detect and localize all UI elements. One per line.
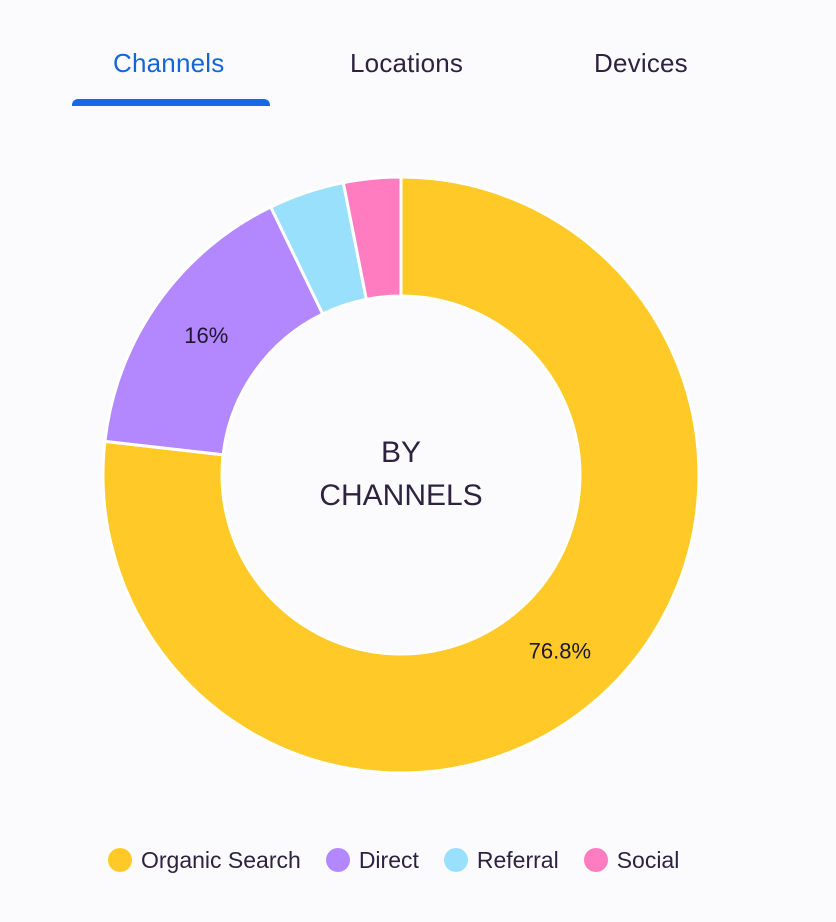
legend-item-social[interactable]: Social <box>583 847 679 874</box>
legend-item-organic-search[interactable]: Organic Search <box>108 847 301 874</box>
legend-dot-icon <box>443 848 468 872</box>
slice-organic-search[interactable] <box>101 175 701 775</box>
tab-locations[interactable]: Locations <box>350 48 464 78</box>
legend-item-direct[interactable]: Direct <box>325 847 419 874</box>
legend-dot-icon <box>583 848 608 872</box>
slice-social[interactable] <box>341 175 403 302</box>
slice-value-label: 16% <box>184 323 228 348</box>
center-label-line2: CHANNELS <box>319 479 483 512</box>
slice-value-label: 76.8% <box>529 639 591 664</box>
legend-dot-icon <box>108 848 132 872</box>
active-tab-indicator <box>72 99 270 106</box>
center-label-line1: BY <box>380 436 422 469</box>
chart-legend: Organic Search Direct Referral Social <box>108 845 704 875</box>
tab-channels[interactable]: Channels <box>113 48 225 78</box>
legend-item-referral[interactable]: Referral <box>443 847 559 874</box>
legend-dot-icon <box>325 848 350 872</box>
tab-devices[interactable]: Devices <box>594 48 688 78</box>
tab-bar: Channels Locations Devices <box>0 0 836 110</box>
